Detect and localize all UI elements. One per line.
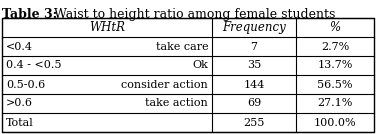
Text: <0.4: <0.4 bbox=[6, 42, 33, 51]
Text: 56.5%: 56.5% bbox=[317, 79, 353, 90]
Text: take action: take action bbox=[146, 98, 208, 109]
Text: 69: 69 bbox=[247, 98, 261, 109]
Text: WHtR: WHtR bbox=[89, 21, 125, 34]
Text: 7: 7 bbox=[250, 42, 258, 51]
Text: consider action: consider action bbox=[121, 79, 208, 90]
Text: 2.7%: 2.7% bbox=[321, 42, 349, 51]
Text: 27.1%: 27.1% bbox=[317, 98, 353, 109]
Text: 144: 144 bbox=[243, 79, 265, 90]
Text: Ok: Ok bbox=[192, 60, 208, 70]
Text: Waist to height ratio among female students: Waist to height ratio among female stude… bbox=[50, 8, 335, 21]
Text: 0.5-0.6: 0.5-0.6 bbox=[6, 79, 45, 90]
Text: 255: 255 bbox=[243, 118, 265, 127]
Text: take care: take care bbox=[156, 42, 208, 51]
Text: 100.0%: 100.0% bbox=[314, 118, 356, 127]
Text: 13.7%: 13.7% bbox=[317, 60, 353, 70]
Text: Frequency: Frequency bbox=[222, 21, 286, 34]
Bar bbox=[2, 18, 374, 132]
Text: Total: Total bbox=[6, 118, 34, 127]
Text: 35: 35 bbox=[247, 60, 261, 70]
Text: Table 3:: Table 3: bbox=[2, 8, 57, 21]
Text: %: % bbox=[329, 21, 341, 34]
Text: >0.6: >0.6 bbox=[6, 98, 33, 109]
Text: 0.4 - <0.5: 0.4 - <0.5 bbox=[6, 60, 62, 70]
